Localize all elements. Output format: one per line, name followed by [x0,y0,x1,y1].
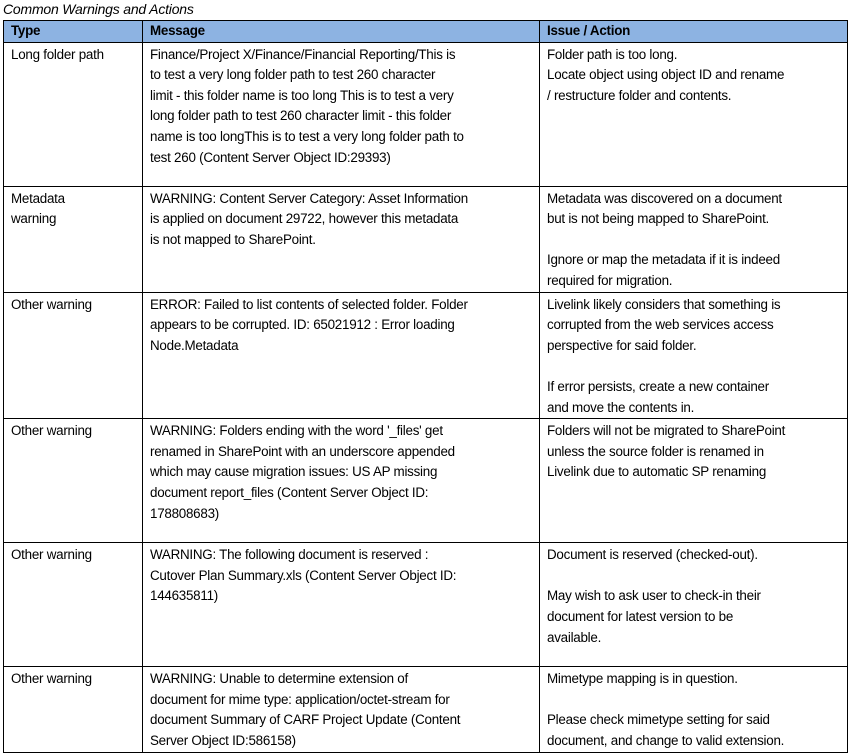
message-cell: WARNING: The following document is reser… [142,542,540,668]
action-line [547,230,840,251]
column-header-type: Type [3,20,143,43]
action-line: Folder path is too long. [547,46,678,62]
action-cell: Folders will not be migrated to SharePoi… [539,418,848,544]
action-line: unless the source folder is renamed in [547,443,764,459]
action-line: and move the contents in. [547,399,695,415]
action-line: available. [547,629,602,645]
message-line: renamed in SharePoint with an underscore… [150,443,455,459]
action-cell: Mimetype mapping is in question. Please c… [539,666,848,753]
action-line: required for migration. [547,272,673,288]
message-line: Cutover Plan Summary.xls (Content Server… [150,567,457,583]
message-line: WARNING: Folders ending with the word '_… [150,423,443,439]
action-line: / restructure folder and contents. [547,87,732,103]
action-line [547,690,840,711]
message-line: WARNING: The following document is reser… [150,547,429,563]
message-line: which may cause migration issues: US AP … [150,464,438,480]
column-header-message: Message [142,20,540,43]
table-row: Other warning WARNING: Unable to determin… [3,666,848,753]
action-line: document, and change to valid extension. [547,732,785,748]
message-cell: WARNING: Folders ending with the word '_… [142,418,540,544]
message-line: WARNING: Unable to determine extension o… [150,671,408,687]
action-line: Livelink likely considers that something… [547,296,781,312]
action-line: Mimetype mapping is in question. [547,671,738,687]
message-line: 144635811) [150,588,218,604]
message-cell: Finance/Project X/Finance/Financial Repo… [142,41,540,187]
type-cell: Metadata warning [3,185,143,293]
type-cell: Other warning [3,542,143,668]
message-line: long folder path to test 260 character l… [150,108,452,124]
action-cell: Document is reserved (checked-out). May w… [539,542,848,668]
action-cell: Folder path is too long. Locate object us… [539,41,848,187]
action-line: perspective for said folder. [547,337,697,353]
action-line: document for latest version to be [547,608,734,624]
table-caption: Common Warnings and Actions [3,1,194,17]
warnings-table: Type Message Issue / Action Long folder … [3,20,848,753]
action-line: but is not being mapped to SharePoint. [547,211,770,227]
table-row: Other warning WARNING: Folders ending wit… [3,418,848,544]
type-cell: Other warning [3,418,143,544]
type-line: Long folder path [11,46,104,62]
message-line: 178808683) [150,505,219,521]
message-line: to test a very long folder path to test … [150,67,436,83]
message-line: Finance/Project X/Finance/Financial Repo… [150,46,456,62]
table-row: Metadata warning WARNING: Content Server C… [3,185,848,293]
type-line: warning [11,211,57,227]
action-line [547,566,840,587]
type-cell: Other warning [3,291,143,420]
table-row: Other warning WARNING: The following docu… [3,542,848,668]
action-line: corrupted from the web services access [547,317,774,333]
message-line: limit - this folder name is too long Thi… [150,87,454,103]
action-cell: Livelink likely considers that something… [539,291,848,420]
action-line: Please check mimetype setting for said [547,712,770,728]
message-line: is applied on document 29722, however th… [150,211,459,227]
type-cell: Long folder path [3,41,143,187]
action-cell: Metadata was discovered on a document but… [539,185,848,293]
message-line: name is too longThis is to test a very l… [150,128,464,144]
message-line: WARNING: Content Server Category: Asset … [150,190,468,206]
type-line: Other warning [11,423,92,439]
column-header-action: Issue / Action [539,20,848,43]
message-line: document report_files (Content Server Ob… [150,484,429,500]
message-line: document Summary of CARF Project Update … [150,712,461,728]
table-row: Long folder path Finance/Project X/Financ… [3,41,848,187]
type-line: Other warning [11,671,92,687]
message-line: Node.Metadata [150,337,239,353]
message-line: appears to be corrupted. ID: 65021912 : … [150,317,455,333]
type-line: Metadata [11,190,65,206]
type-line: Other warning [11,547,92,563]
message-cell: WARNING: Unable to determine extension o… [142,666,540,753]
message-cell: ERROR: Failed to list contents of select… [142,291,540,420]
message-line: ERROR: Failed to list contents of select… [150,296,468,312]
message-cell: WARNING: Content Server Category: Asset … [142,185,540,293]
action-line [547,356,840,377]
header-row: Type Message Issue / Action [3,20,848,43]
action-line: May wish to ask user to check-in their [547,588,761,604]
action-line: If error persists, create a new containe… [547,378,769,394]
action-line: Ignore or map the metadata if it is inde… [547,252,780,268]
action-line: Metadata was discovered on a document [547,190,782,206]
message-line: is not mapped to SharePoint. [150,231,316,247]
message-line: Server Object ID:586158) [150,732,296,748]
type-cell: Other warning [3,666,143,753]
action-line: Folders will not be migrated to SharePoi… [547,423,786,439]
type-line: Other warning [11,296,92,312]
action-line: Livelink due to automatic SP renaming [547,464,767,480]
message-line: document for mime type: application/octe… [150,691,450,707]
action-line: Locate object using object ID and rename [547,67,785,83]
action-line: Document is reserved (checked-out). [547,547,758,563]
message-line: test 260 (Content Server Object ID:29393… [150,149,391,165]
table-row: Other warning ERROR: Failed to list conte… [3,291,848,420]
